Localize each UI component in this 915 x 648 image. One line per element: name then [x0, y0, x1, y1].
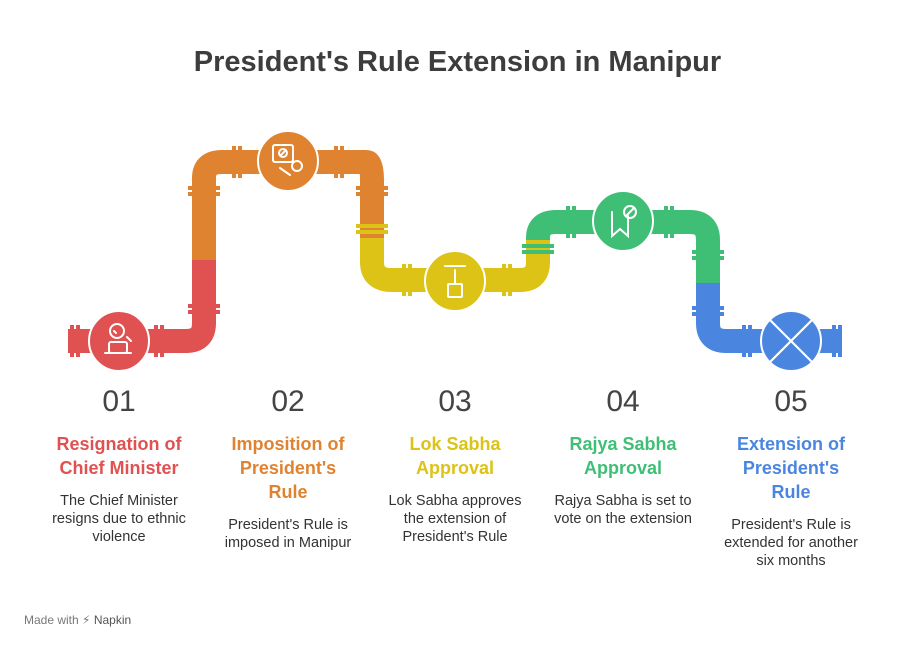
step-number: 02: [271, 385, 305, 418]
step-node-03: [424, 250, 486, 312]
made-with-label: Made with: [24, 613, 79, 627]
brand-name: Napkin: [93, 613, 132, 627]
step-02: 02 Imposition of President's Rule Presid…: [203, 382, 373, 552]
step-node-04: [592, 190, 654, 252]
step-number: 01: [102, 385, 136, 418]
step-description: President's Rule is extended for another…: [724, 517, 858, 569]
person-leaving-icon: [104, 323, 132, 354]
step-node-05: [760, 310, 822, 372]
pipe-segment-05: [692, 283, 842, 357]
step-03: 03 Lok Sabha Approval Lok Sabha approves…: [370, 382, 540, 546]
step-description: President's Rule is imposed in Manipur: [224, 517, 352, 551]
napkin-logo-icon: ⚡: [82, 613, 91, 627]
step-description: Lok Sabha approves the extension of Pres…: [388, 493, 522, 545]
step-04: 04 Rajya Sabha Approval Rajya Sabha is s…: [538, 382, 708, 528]
step-description: Rajya Sabha is set to vote on the extens…: [554, 493, 692, 527]
step-heading: Rajya Sabha Approval: [569, 434, 677, 478]
step-heading: Resignation of Chief Minister: [56, 434, 182, 478]
step-node-01: [88, 310, 150, 372]
bookmark-vote-icon: [611, 205, 637, 239]
step-heading: Extension of President's Rule: [736, 434, 845, 502]
step-01: 01 Resignation of Chief Minister The Chi…: [34, 382, 204, 546]
step-description: The Chief Minister resigns due to ethnic…: [52, 493, 186, 545]
step-05: 05 Extension of President's Rule Preside…: [706, 382, 876, 570]
step-node-02: [257, 130, 319, 192]
step-number: 05: [774, 385, 808, 418]
step-heading: Imposition of President's Rule: [231, 434, 345, 502]
footer-credit: Made with ⚡ Napkin: [24, 613, 131, 627]
step-heading: Lok Sabha Approval: [409, 434, 501, 478]
step-number: 03: [438, 385, 472, 418]
cross-icon: [768, 318, 814, 364]
page-title: President's Rule Extension in Manipur: [193, 46, 722, 78]
upload-approval-icon: [444, 265, 466, 298]
step-number: 04: [606, 385, 640, 418]
government-order-icon: [272, 144, 303, 176]
